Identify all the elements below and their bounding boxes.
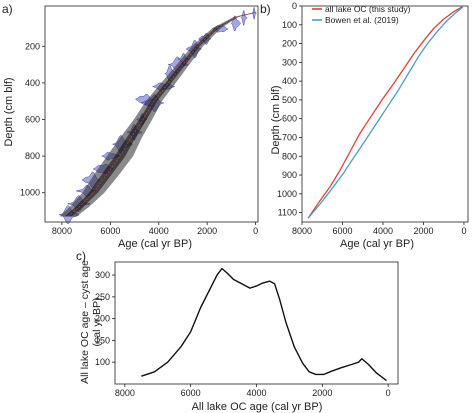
panel-a-y-tick-label: 400 [25,78,40,88]
panel-b-y-tick-label: 800 [282,151,297,161]
panel-c-y-tick-label: 250 [95,292,110,302]
panel-b-x-tick-label: 4000 [373,226,393,236]
panel-b-x-tick-label: 8000 [292,226,312,236]
panel-b-y-tick-label: 300 [282,57,297,67]
panel-a-x-tick-label: 2000 [197,226,217,236]
panel-b-lines [307,6,464,219]
panel-b-y-tick-label: 700 [282,132,297,142]
panel-c-x-tick-label: 6000 [181,388,201,398]
panel-a-axes: 8000 6000 4000 2000 0 200 400 600 800 1000 [20,5,259,236]
panel-c-axes: 8000 6000 4000 2000 0 100 150 200 250 300 [95,261,399,398]
model-median-line [67,11,256,217]
panel-label-b: b) [260,2,271,16]
panel-b-x-tick-label: 6000 [332,226,352,236]
panel-b-x-tick-label: 2000 [413,226,433,236]
panel-b-frame [301,5,469,223]
legend-label-this-study: all lake OC (this study) [325,4,411,14]
panel-a-x-label: Age (cal yr BP) [118,238,192,250]
panel-b-y-tick-label: 600 [282,114,297,124]
panel-c-x-label: All lake OC age (cal yr BP) [192,401,323,413]
model-envelope [59,12,258,217]
offset-line [141,267,387,382]
panel-c-x-tick-label: 4000 [246,388,266,398]
panel-b-axes: 8000 6000 4000 2000 0 0 100 200 300 400 500 600 700 8… [277,1,469,236]
panel-b-y-tick-label: 400 [282,76,297,86]
panel-b-x-label: Age (cal yr BP) [340,238,414,250]
panel-c-chart: 8000 6000 4000 2000 0 100 150 200 250 300 All lak… [79,260,399,413]
panel-c-x-tick-label: 2000 [312,388,332,398]
panel-c-y-tick-label: 100 [95,357,110,367]
panel-a-y-tick-label: 600 [25,114,40,124]
panel-c-line [141,267,387,382]
series-line-this-study [307,6,463,219]
legend-label-bowen: Bowen et al. (2019) [325,15,399,25]
panel-a-x-tick-label: 4000 [149,226,169,236]
panel-b-y-tick-label: 100 [282,20,297,30]
panel-a-x-tick-label: 8000 [52,226,72,236]
date-distribution [251,6,257,20]
panel-label-a: a) [2,2,13,16]
date-distribution [240,10,248,26]
panel-a-y-tick-label: 1000 [20,188,40,198]
panel-a-chart: 8000 6000 4000 2000 0 200 400 600 800 1000 Age (c… [3,5,259,250]
panel-label-c: c) [76,249,86,263]
panel-a-y-tick-label: 200 [25,41,40,51]
panel-b-y-tick-label: 1100 [278,208,297,218]
panel-c-y-label-line2: (cal yr BP) [91,297,103,346]
panel-b-y-tick-label: 1000 [277,189,297,199]
panel-c-y-tick-label: 300 [95,270,110,280]
panel-b-y-label: Depth (cm blf) [270,85,282,154]
panel-a-model [59,11,258,217]
panel-b-y-tick-label: 500 [282,95,297,105]
panel-c-x-tick-label: 0 [386,388,391,398]
panel-c-y-tick-label: 150 [95,335,110,345]
panel-a-y-tick-label: 800 [25,151,40,161]
panel-c-frame [114,261,399,385]
panel-b-y-tick-label: 900 [282,170,297,180]
panel-b-x-tick-label: 0 [461,226,466,236]
panel-a-y-label: Depth (cm blf) [3,77,15,146]
panel-c-y-label-line1: All lake OC age – cyst age [79,260,91,384]
panel-b-legend: all lake OC (this study) Bowen et al. (2… [312,4,411,25]
panel-b-y-tick-label: 200 [282,39,297,49]
panel-a-x-tick-label: 0 [253,226,258,236]
model-core [64,12,257,217]
panel-b-chart: 8000 6000 4000 2000 0 0 100 200 300 400 500 600 700 8… [270,1,469,250]
panel-c-y-tick-label: 200 [95,314,110,324]
panel-a-x-tick-label: 6000 [100,226,120,236]
series-line-bowen [307,6,464,219]
panel-b-y-tick-label: 0 [292,1,297,11]
panel-c-x-tick-label: 8000 [115,388,135,398]
panel-a-frame [44,5,259,223]
